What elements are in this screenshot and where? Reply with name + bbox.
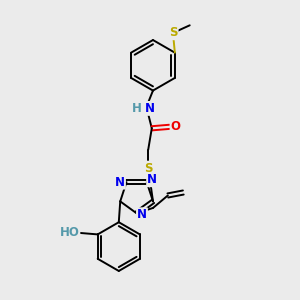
Text: N: N bbox=[115, 176, 125, 189]
Text: S: S bbox=[144, 162, 152, 175]
Text: H: H bbox=[132, 102, 142, 115]
Text: HO: HO bbox=[59, 226, 80, 239]
Text: S: S bbox=[169, 26, 178, 39]
Text: N: N bbox=[145, 102, 155, 115]
Text: N: N bbox=[137, 208, 147, 221]
Text: O: O bbox=[171, 120, 181, 133]
Text: N: N bbox=[147, 173, 157, 186]
